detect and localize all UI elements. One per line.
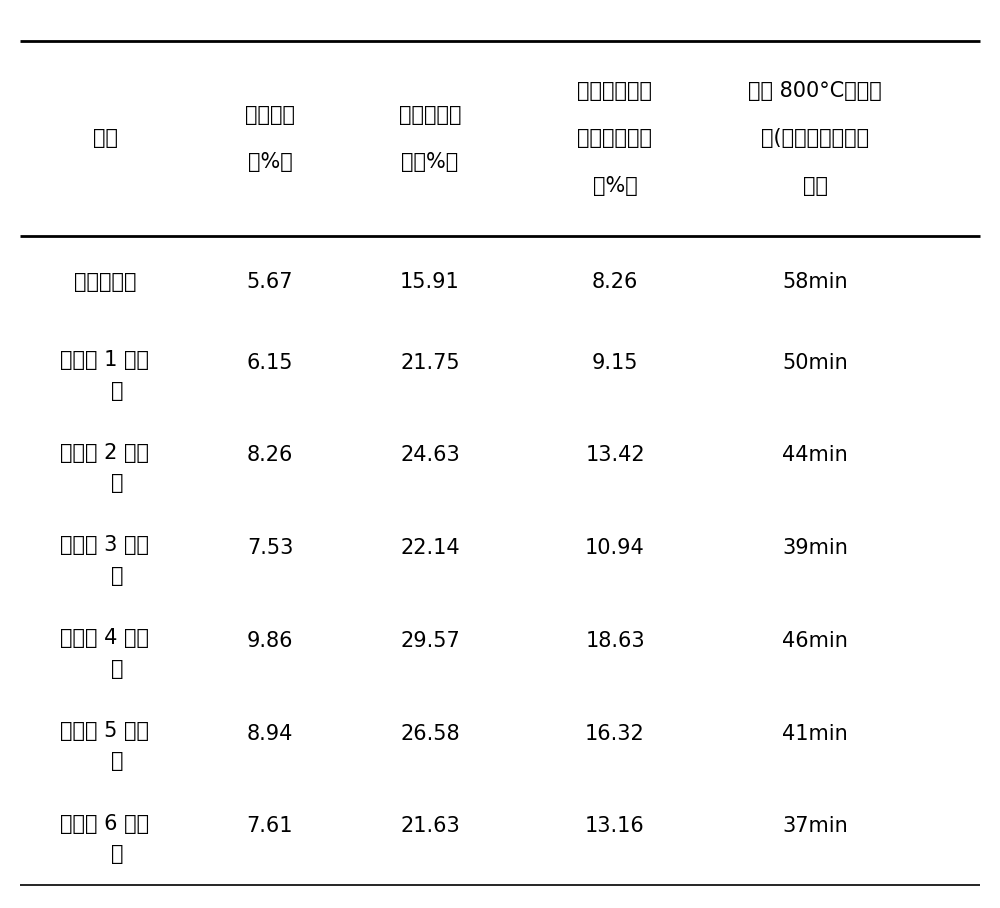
Text: 升至 800°C所用时: 升至 800°C所用时 — [748, 81, 882, 102]
Text: 24.63: 24.63 — [400, 446, 460, 466]
Text: 10.94: 10.94 — [585, 538, 645, 558]
Text: 率）: 率） — [802, 175, 828, 196]
Text: 剂: 剂 — [111, 566, 123, 586]
Text: 8.26: 8.26 — [247, 446, 293, 466]
Text: 41min: 41min — [782, 724, 848, 744]
Text: 15.91: 15.91 — [400, 272, 460, 292]
Text: 实施例 6 催化: 实施例 6 催化 — [60, 814, 150, 834]
Text: 8.26: 8.26 — [592, 272, 638, 292]
Text: 46min: 46min — [782, 631, 848, 651]
Text: 39min: 39min — [782, 538, 848, 558]
Text: 29.57: 29.57 — [400, 631, 460, 651]
Text: 实施例 2 催化: 实施例 2 催化 — [60, 442, 150, 463]
Text: 5.67: 5.67 — [247, 272, 293, 292]
Text: 50min: 50min — [782, 352, 848, 372]
Text: 剂: 剂 — [111, 844, 123, 864]
Text: 13.16: 13.16 — [585, 816, 645, 836]
Text: 环烷烃在轻质: 环烷烃在轻质 — [578, 81, 652, 102]
Text: 实施例 4 催化: 实施例 4 催化 — [60, 628, 150, 648]
Text: 剂: 剂 — [111, 752, 123, 772]
Text: 剂: 剂 — [111, 380, 123, 400]
Text: 剂: 剂 — [111, 658, 123, 679]
Text: （%）: （%） — [593, 175, 637, 196]
Text: 剂: 剂 — [111, 473, 123, 493]
Text: 16.32: 16.32 — [585, 724, 645, 744]
Text: 22.14: 22.14 — [400, 538, 460, 558]
Text: 组分中的含量: 组分中的含量 — [578, 128, 652, 149]
Text: 58min: 58min — [782, 272, 848, 292]
Text: 间(间接表示升温速: 间(间接表示升温速 — [761, 128, 869, 149]
Text: 9.15: 9.15 — [592, 352, 638, 372]
Text: 案例: 案例 — [92, 128, 118, 149]
Text: 焦油产率: 焦油产率 — [245, 104, 295, 125]
Text: 实施例 3 催化: 实施例 3 催化 — [60, 536, 150, 556]
Text: 实施例 1 催化: 实施例 1 催化 — [60, 350, 150, 370]
Text: 26.58: 26.58 — [400, 724, 460, 744]
Text: 8.94: 8.94 — [247, 724, 293, 744]
Text: 21.63: 21.63 — [400, 816, 460, 836]
Text: 7.53: 7.53 — [247, 538, 293, 558]
Text: 7.61: 7.61 — [247, 816, 293, 836]
Text: 18.63: 18.63 — [585, 631, 645, 651]
Text: 21.75: 21.75 — [400, 352, 460, 372]
Text: 实施例 5 催化: 实施例 5 催化 — [60, 721, 150, 741]
Text: 44min: 44min — [782, 446, 848, 466]
Text: 37min: 37min — [782, 816, 848, 836]
Text: 13.42: 13.42 — [585, 446, 645, 466]
Text: 6.15: 6.15 — [247, 352, 293, 372]
Text: （%）: （%） — [248, 152, 292, 173]
Text: 9.86: 9.86 — [247, 631, 293, 651]
Text: 量（%）: 量（%） — [401, 152, 459, 173]
Text: 应用对比例: 应用对比例 — [74, 272, 136, 292]
Text: 轻质组分含: 轻质组分含 — [399, 104, 461, 125]
